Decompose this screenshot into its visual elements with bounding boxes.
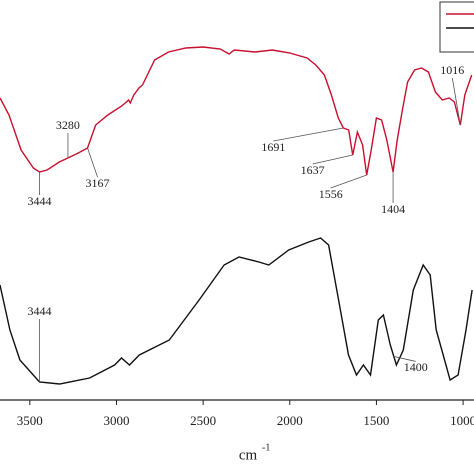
x-axis-label-superscript: -1 bbox=[262, 442, 270, 453]
annotation-leader bbox=[312, 154, 353, 165]
annotation-label: 1404 bbox=[381, 202, 405, 216]
x-axis-label: cm bbox=[239, 447, 258, 463]
x-tick-label: 2500 bbox=[190, 413, 216, 428]
annotation-label: 1400 bbox=[404, 360, 428, 374]
x-tick-label: 1500 bbox=[363, 413, 389, 428]
annotation-leader bbox=[393, 356, 416, 362]
annotation-label: 3444 bbox=[28, 304, 52, 318]
x-tick-label: 2000 bbox=[277, 413, 303, 428]
x-tick-label: 3000 bbox=[103, 413, 129, 428]
legend-box bbox=[439, 1, 474, 53]
annotation-leader bbox=[451, 77, 461, 126]
annotation-leader bbox=[87, 147, 98, 178]
annotation-label: 1691 bbox=[261, 140, 285, 154]
annotation-label: 3444 bbox=[28, 194, 52, 208]
x-tick-label: 1000 bbox=[450, 413, 474, 428]
x-tick-label: 3500 bbox=[17, 413, 43, 428]
annotation-leader bbox=[273, 127, 344, 142]
spectrum-line bbox=[0, 237, 473, 385]
spectrum-line bbox=[0, 46, 473, 176]
annotation-label: 3167 bbox=[86, 176, 110, 190]
annotation-label: 1556 bbox=[319, 187, 343, 201]
annotation-label: 3280 bbox=[56, 118, 80, 132]
annotation-label: 1637 bbox=[301, 163, 325, 177]
annotation-label: 1016 bbox=[440, 63, 464, 77]
annotation-leader bbox=[330, 174, 367, 189]
